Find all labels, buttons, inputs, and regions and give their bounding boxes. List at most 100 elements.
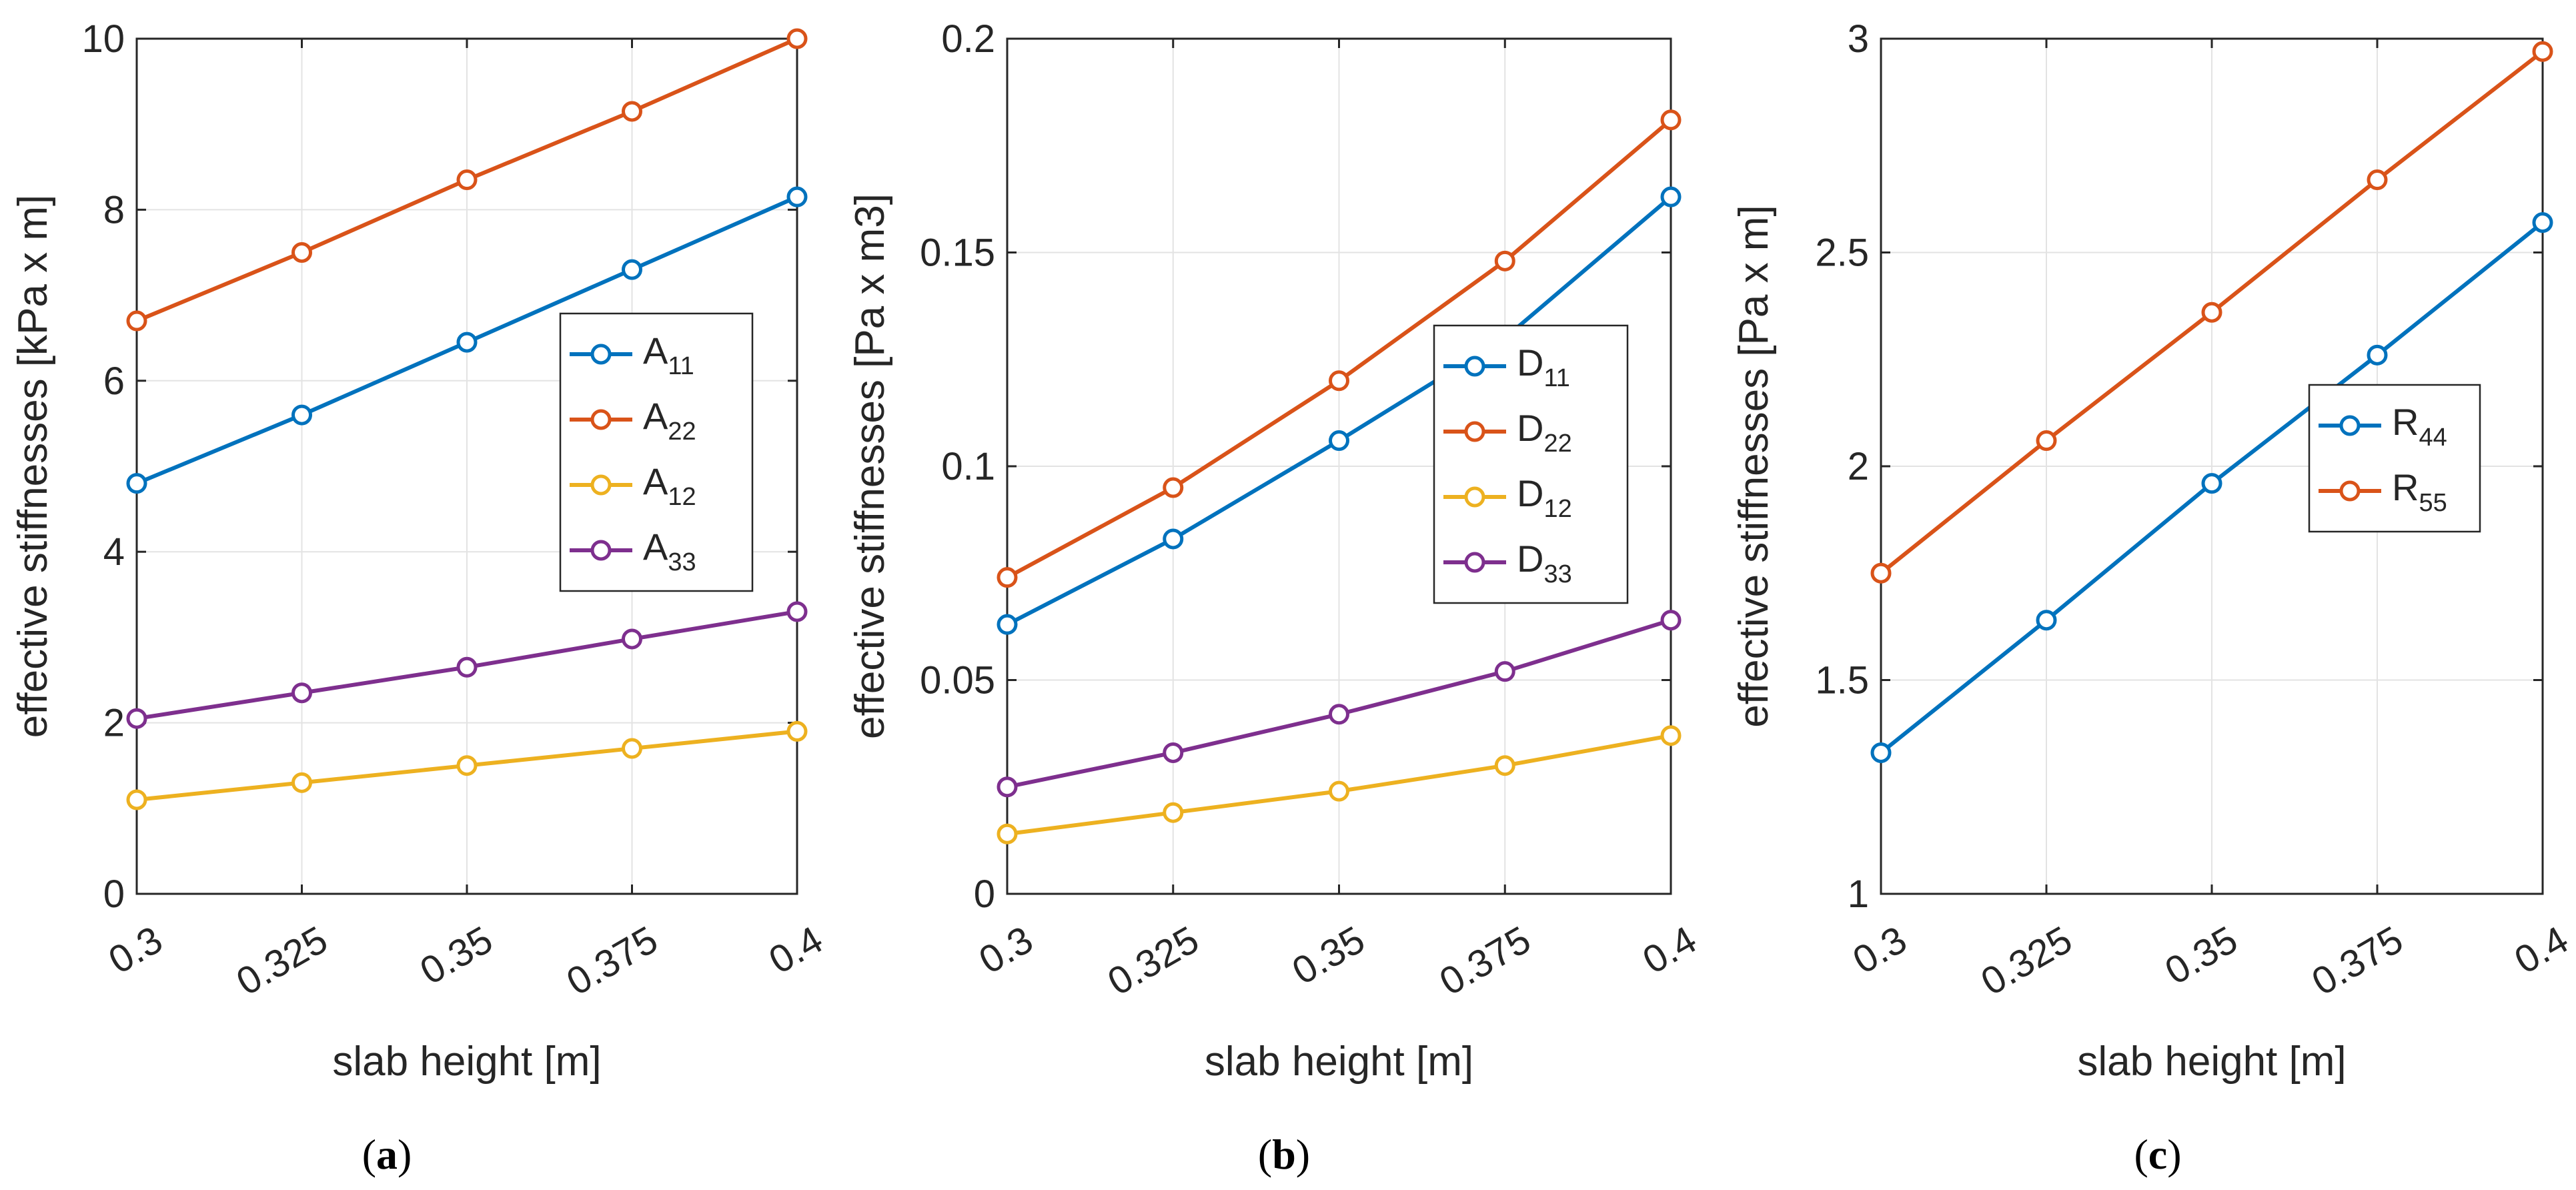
y-tick-label: 0.2 [941,17,995,61]
panel-label: (a) [362,1131,412,1178]
x-tick-label: 0.4 [2507,918,2575,983]
data-point-A11 [126,473,147,494]
data-point-A33 [126,708,147,729]
y-tick-label: 8 [103,188,125,231]
data-point-A11 [622,259,642,280]
data-point-A22 [622,101,642,122]
data-point-A22 [456,169,478,191]
y-tick-label: 0.05 [920,659,995,702]
x-tick-label: 0.4 [1636,918,1704,983]
legend-label-subscript: 12 [668,483,696,511]
data-point-D22 [1660,109,1682,131]
x-tick-label: 0.375 [2305,918,2410,1004]
y-tick-label: 0.1 [941,445,995,488]
x-tick-label: 0.325 [229,918,335,1004]
x-tick-label: 0.35 [1285,918,1372,993]
y-tick-label: 1.5 [1815,659,1869,702]
y-tick-label: 1 [1848,872,1869,916]
data-point-D33 [1163,742,1184,763]
data-point-R55 [2201,302,2222,323]
data-point-A11 [291,404,312,426]
x-axis-label: slab height [m] [332,1039,601,1085]
data-point-R44 [2201,473,2222,494]
legend-swatch-marker [1464,552,1485,573]
data-point-A12 [622,738,642,759]
legend-label-subscript: 11 [1543,364,1569,392]
x-axis-label: slab height [m] [2077,1039,2346,1085]
data-point-A11 [786,186,808,207]
data-point-D33 [1329,704,1349,725]
panel-label: (c) [2134,1131,2181,1178]
data-point-A11 [456,332,478,353]
data-point-D11 [997,614,1018,635]
legend-label-subscript: 44 [2419,424,2447,452]
legend-label-subscript: 33 [668,548,696,576]
legend-swatch-marker [1464,486,1485,508]
x-tick-label: 0.35 [413,918,500,993]
data-point-R55 [2532,41,2553,62]
legend-label-subscript: 55 [2419,489,2447,517]
data-point-A22 [291,242,312,263]
y-tick-label: 10 [81,17,125,61]
legend-label-subscript: 22 [668,418,696,446]
data-point-R44 [1870,742,1892,763]
y-axis-label: effective stiffnesses [kPa x m] [10,195,56,738]
x-tick-label: 0.375 [1432,918,1537,1004]
data-point-A22 [786,28,808,49]
y-axis-label: effective stiffnesses [Pa x m3] [847,193,893,739]
data-point-R44 [2532,212,2553,233]
data-point-A22 [126,310,147,332]
legend-label-subscript: 11 [668,352,694,380]
legend-swatch-marker [2339,480,2361,502]
data-point-R55 [2367,169,2388,191]
x-axis-label: slab height [m] [1205,1039,1473,1085]
data-point-D11 [1163,528,1184,550]
data-point-D33 [1494,661,1515,682]
data-point-A12 [456,755,478,776]
data-point-D22 [997,567,1018,588]
chart-panel-a: 0 2 4 6 8 10 0.3 0.325 0.35 0.375 0.4 slab height [… [10,17,830,1178]
data-point-A33 [786,601,808,622]
y-tick-label: 6 [103,360,125,403]
legend-swatch-marker [1464,356,1485,377]
data-point-A12 [786,720,808,742]
data-point-D12 [1660,725,1682,746]
panel-label-letter: c [2148,1131,2167,1178]
panel-label-paren: ) [1296,1131,1310,1178]
x-tick-label: 0.375 [560,918,665,1004]
legend-swatch-marker [2339,415,2361,436]
data-point-D12 [1494,755,1515,776]
legend-swatch-marker [590,540,612,561]
data-point-A12 [291,772,312,793]
chart-panel-b: 0 0.05 0.1 0.15 0.2 0.3 0.325 0.35 0.375 0.4 slab … [847,17,1704,1178]
panel-label-paren: ) [398,1131,412,1178]
y-tick-label: 3 [1848,17,1869,61]
data-point-A12 [126,789,147,810]
y-tick-label: 2.5 [1815,231,1869,275]
panel-label-paren: ( [362,1131,376,1178]
x-tick-label: 0.4 [762,918,830,983]
panel-label-letter: a [376,1131,398,1178]
x-tick-label: 0.3 [101,918,169,983]
legend-box [2308,384,2481,533]
panel-label-paren: ( [2134,1131,2148,1178]
x-tick-label: 0.325 [1974,918,2079,1004]
legend-label-subscript: 33 [1543,560,1571,588]
x-tick-label: 0.325 [1101,918,1206,1004]
data-point-D11 [1660,186,1682,207]
data-point-A33 [456,656,478,678]
data-point-D22 [1163,477,1184,498]
panel-label: (b) [1258,1131,1310,1178]
x-tick-label: 0.35 [2158,918,2244,993]
y-tick-label: 4 [103,530,125,574]
data-point-R44 [2367,344,2388,366]
data-point-D11 [1329,430,1349,452]
panel-label-paren: ) [2167,1131,2181,1178]
legend-label-subscript: 22 [1543,430,1571,458]
panel-label-paren: ( [1258,1131,1272,1178]
x-tick-label: 0.3 [1846,918,1914,983]
data-point-D12 [997,823,1018,844]
